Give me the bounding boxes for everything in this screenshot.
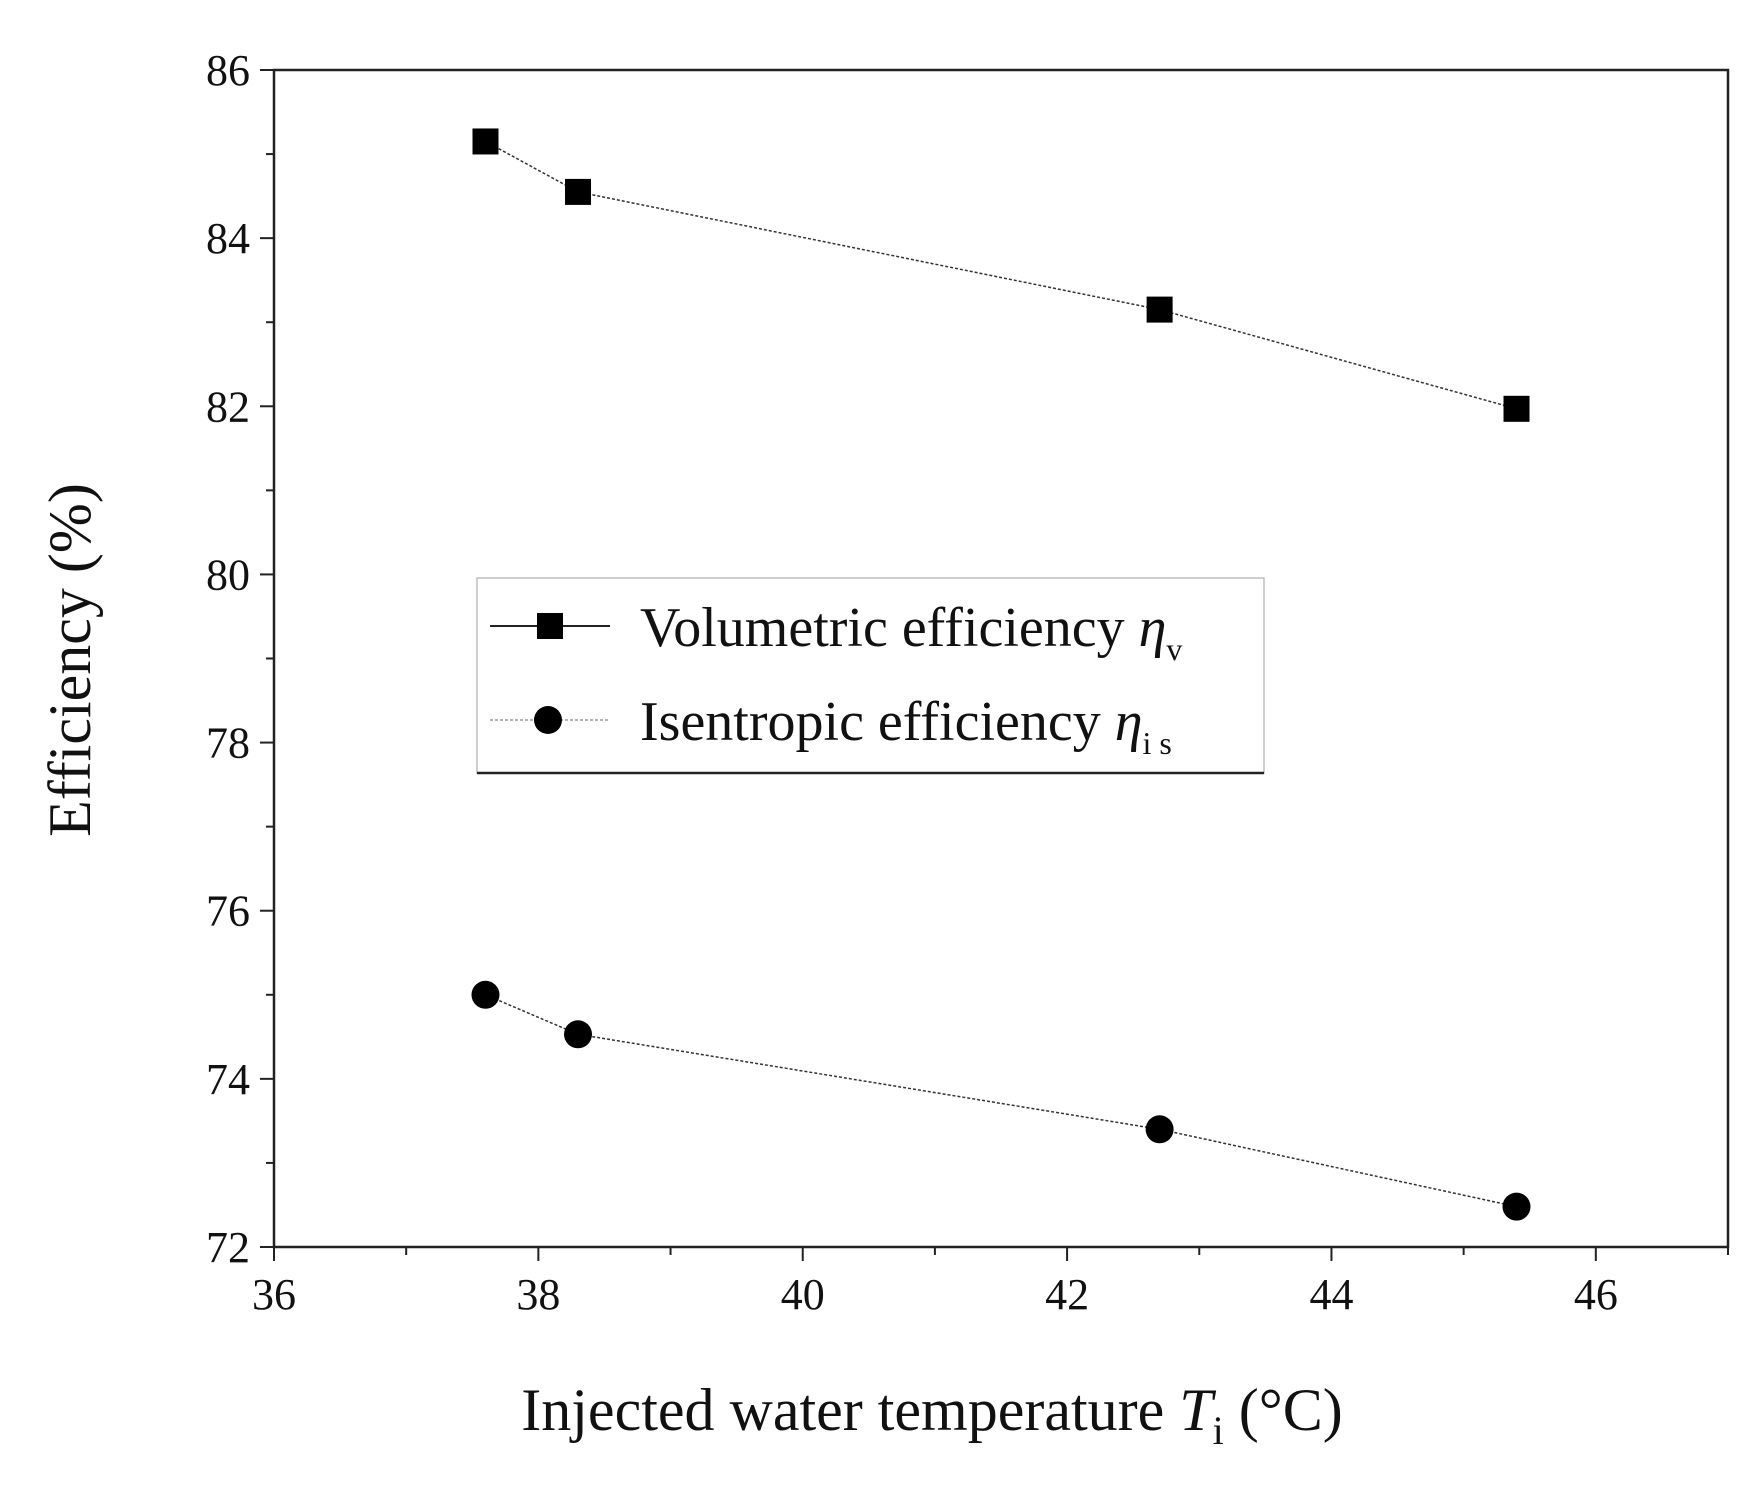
x-axis-title-subscript: i <box>1213 1408 1224 1453</box>
legend-marker-circle <box>534 706 562 734</box>
x-axis-title: Injected water temperature Ti (°C) <box>521 1377 1342 1453</box>
legend-subscript-volumetric: v <box>1166 631 1182 667</box>
series-markers <box>471 128 1531 1221</box>
series-line-isentropic <box>485 994 1517 1208</box>
x-tick-label: 38 <box>516 1270 560 1319</box>
data-point-isentropic <box>471 980 500 1009</box>
data-point-isentropic <box>1145 1115 1174 1144</box>
y-tick-label: 78 <box>206 719 250 768</box>
series-lines <box>485 140 1517 1208</box>
legend-symbol-volumetric: η <box>1139 597 1167 659</box>
legend-name-volumetric: Volumetric efficiency <box>640 597 1139 659</box>
x-tick-label: 42 <box>1045 1270 1089 1319</box>
x-tick-label: 40 <box>781 1270 825 1319</box>
legend-subscript-isentropic: i s <box>1143 725 1172 761</box>
y-tick-label: 72 <box>206 1223 250 1272</box>
y-axis-title: Efficiency (%) <box>37 483 103 837</box>
x-tick-label: 46 <box>1574 1270 1618 1319</box>
y-tick-label: 76 <box>206 887 250 936</box>
y-tick-label: 80 <box>206 550 250 599</box>
x-tick-label: 36 <box>252 1270 296 1319</box>
x-axis-title-symbol: T <box>1179 1377 1216 1443</box>
data-point-volumetric <box>1146 296 1173 323</box>
legend-symbol-isentropic: η <box>1115 691 1143 753</box>
legend-label-isentropic: Isentropic efficiency ηi s <box>640 691 1172 761</box>
x-axis-title-unit: (°C) <box>1224 1377 1343 1443</box>
data-point-isentropic <box>564 1020 593 1049</box>
y-tick-label: 86 <box>206 46 250 95</box>
x-axis-title-main: Injected water temperature <box>521 1377 1179 1443</box>
y-tick-label: 74 <box>206 1055 250 1104</box>
data-point-isentropic <box>1502 1192 1531 1221</box>
x-tick-label: 44 <box>1309 1270 1353 1319</box>
data-point-volumetric <box>472 128 499 155</box>
y-tick-label: 84 <box>206 214 250 263</box>
series-line-volumetric <box>485 140 1517 410</box>
legend-label-volumetric: Volumetric efficiency ηv <box>640 597 1182 667</box>
y-tick-label: 82 <box>206 382 250 431</box>
legend-marker-square <box>537 613 563 639</box>
axes: 36 38 40 42 44 46 72 74 76 78 80 82 84 86 <box>206 46 1730 1319</box>
legend: Volumetric efficiency ηv Isentropic effi… <box>476 577 1265 775</box>
data-point-volumetric <box>565 178 592 205</box>
data-point-volumetric <box>1503 395 1530 422</box>
legend-name-isentropic: Isentropic efficiency <box>640 691 1115 753</box>
